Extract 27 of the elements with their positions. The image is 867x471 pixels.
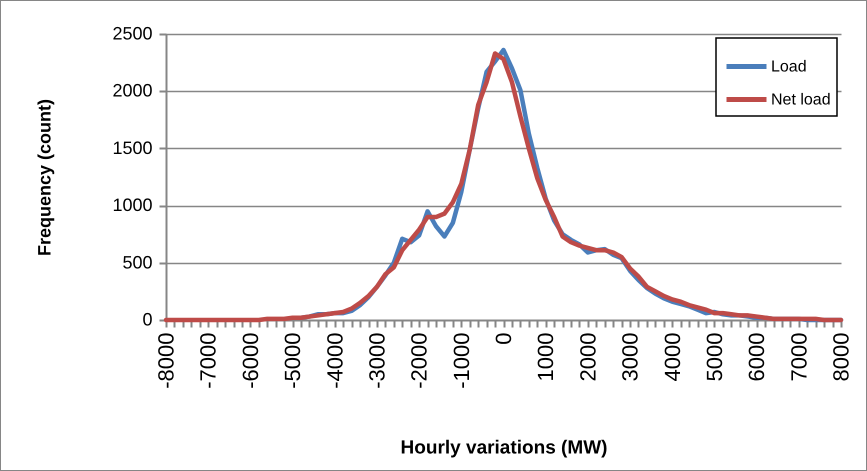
x-tick-label: 0: [491, 332, 516, 345]
x-tick-label: -6000: [238, 332, 263, 389]
y-tick-label: 1500: [112, 138, 152, 158]
x-tick-label: -2000: [406, 332, 432, 389]
legend-label: Net load: [771, 92, 831, 108]
x-tick-label: 5000: [702, 332, 727, 382]
y-tick-label: 2000: [112, 80, 152, 101]
legend-label: Load: [771, 58, 807, 76]
x-tick-label: 6000: [744, 332, 770, 382]
x-tick-label: 8000: [828, 332, 854, 382]
x-axis-title: Hourly variations (MW): [400, 438, 608, 458]
x-tick-label: 4000: [660, 332, 685, 382]
x-tick-label: -8000: [154, 332, 178, 389]
x-tick-label: -5000: [280, 332, 306, 389]
x-tick-label: -1000: [448, 332, 474, 389]
x-tick-label: 1000: [533, 332, 558, 382]
x-tick-label: 7000: [786, 332, 812, 382]
y-tick-label: 0: [142, 310, 152, 330]
x-tick-label: 3000: [618, 332, 643, 382]
y-tick-label: 1000: [112, 195, 152, 216]
x-tick-label: -3000: [364, 332, 390, 389]
y-tick-label: 500: [122, 252, 152, 272]
y-tick-label: 2500: [112, 24, 152, 44]
x-tick-label: -7000: [196, 332, 221, 389]
y-axis-title: Frequency (count): [34, 98, 54, 256]
x-tick-label: -4000: [322, 332, 348, 389]
x-tick-label: 2000: [575, 332, 600, 382]
